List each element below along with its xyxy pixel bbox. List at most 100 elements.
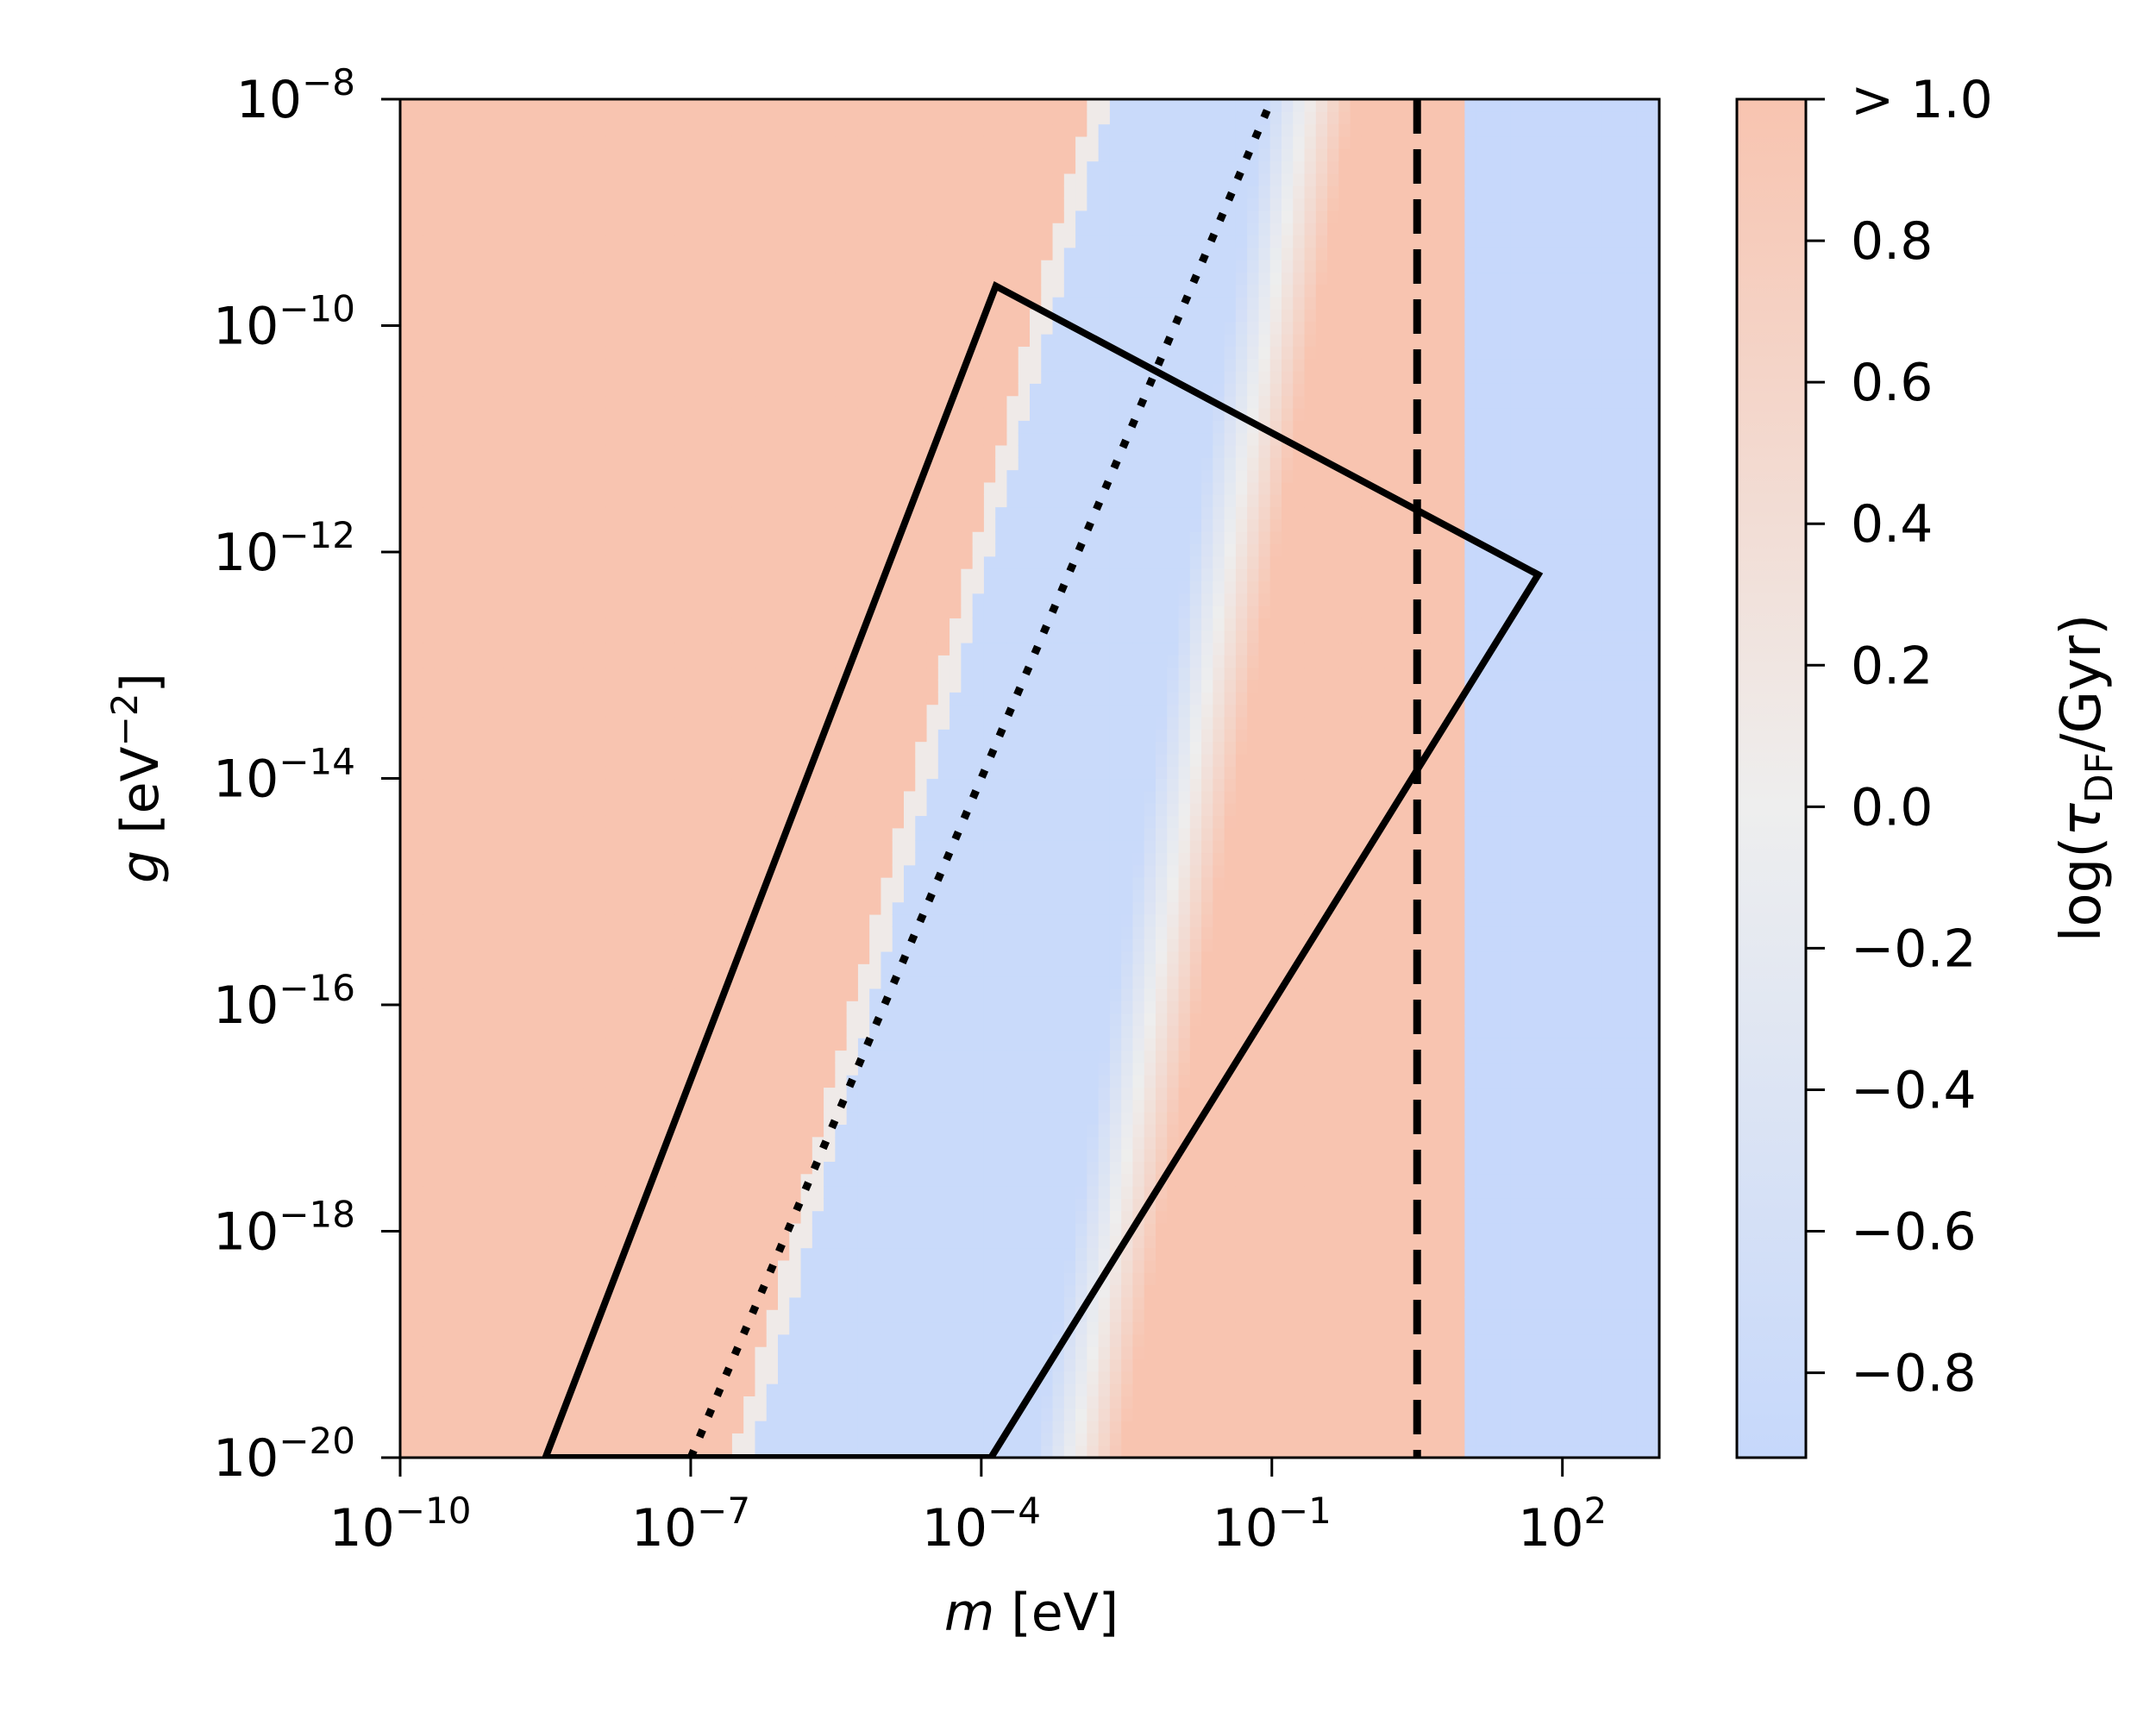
heatmap-cell <box>526 593 538 606</box>
heatmap-cell <box>595 1013 607 1026</box>
heatmap-cell <box>893 779 905 792</box>
heatmap-cell <box>858 235 870 248</box>
heatmap-cell <box>824 396 836 409</box>
heatmap-cell <box>801 445 813 458</box>
heatmap-cell <box>617 914 630 927</box>
heatmap-cell <box>847 680 859 693</box>
heatmap-cell <box>480 1063 492 1076</box>
heatmap-cell <box>801 198 813 211</box>
heatmap-cell <box>561 1211 573 1224</box>
heatmap-cell <box>561 470 573 483</box>
heatmap-cell <box>617 383 630 396</box>
heatmap-cell <box>595 1358 607 1371</box>
heatmap-cell <box>446 1334 458 1347</box>
heatmap-cell <box>881 1297 893 1310</box>
heatmap-cell <box>881 1309 893 1322</box>
heatmap-cell <box>617 680 630 693</box>
heatmap-cell <box>686 643 699 656</box>
heatmap-cell <box>721 655 733 668</box>
heatmap-cell <box>847 1124 859 1137</box>
heatmap-cell <box>469 210 481 223</box>
heatmap-cell <box>675 630 687 643</box>
heatmap-cell <box>526 99 538 112</box>
heatmap-cell <box>801 705 813 718</box>
heatmap-cell <box>789 1408 801 1421</box>
heatmap-cell <box>537 1421 549 1433</box>
heatmap-cell <box>698 198 710 211</box>
heatmap-cell <box>469 1223 481 1236</box>
heatmap-cell <box>617 815 630 828</box>
heatmap-cell <box>893 852 905 865</box>
heatmap-cell <box>561 1013 573 1026</box>
heatmap-cell <box>732 99 744 112</box>
heatmap-cell <box>641 1334 653 1347</box>
heatmap-cell <box>835 803 847 816</box>
heatmap-cell <box>423 1421 436 1433</box>
heatmap-cell <box>617 1051 630 1063</box>
heatmap-cell <box>526 445 538 458</box>
heatmap-cell <box>400 457 412 470</box>
heatmap-cell <box>698 1297 710 1310</box>
heatmap-cell <box>824 902 836 915</box>
heatmap-cell <box>767 1433 779 1446</box>
heatmap-cell <box>572 1000 584 1013</box>
heatmap-cell <box>526 1038 538 1051</box>
heatmap-cell <box>893 1396 905 1408</box>
heatmap-cell <box>583 963 595 976</box>
heatmap-cell <box>686 223 699 235</box>
heatmap-cell <box>435 531 447 544</box>
heatmap-cell <box>480 1371 492 1384</box>
heatmap-cell <box>835 1124 847 1137</box>
heatmap-cell <box>904 1112 916 1125</box>
heatmap-cell <box>698 1248 710 1261</box>
heatmap-cell <box>446 1235 458 1248</box>
heatmap-cell <box>686 322 699 335</box>
heatmap-cell <box>411 161 423 174</box>
heatmap-cell <box>835 1371 847 1384</box>
heatmap-cell <box>617 470 630 483</box>
heatmap-cell <box>686 198 699 211</box>
heatmap-cell <box>881 779 893 792</box>
heatmap-cell <box>641 99 653 112</box>
heatmap-cell <box>480 1421 492 1433</box>
heatmap-cell <box>595 729 607 742</box>
heatmap-cell <box>778 272 790 285</box>
heatmap-cell <box>755 198 767 211</box>
heatmap-cell <box>652 173 664 186</box>
heatmap-cell <box>812 680 824 693</box>
heatmap-cell <box>411 334 423 347</box>
heatmap-cell <box>652 1297 664 1310</box>
heatmap-cell <box>698 111 710 124</box>
heatmap-cell <box>492 630 504 643</box>
heatmap-cell <box>503 371 515 384</box>
heatmap-cell <box>537 1371 549 1384</box>
heatmap-cell <box>652 1285 664 1298</box>
heatmap-cell <box>743 420 755 433</box>
heatmap-cell <box>583 568 595 581</box>
heatmap-cell <box>801 470 813 483</box>
heatmap-cell <box>732 655 744 668</box>
heatmap-cell <box>561 1161 573 1174</box>
heatmap-cell <box>515 680 527 693</box>
heatmap-cell <box>686 828 699 841</box>
heatmap-cell <box>595 223 607 235</box>
heatmap-cell <box>893 988 905 1001</box>
heatmap-cell <box>858 766 870 779</box>
heatmap-cell <box>629 580 641 593</box>
heatmap-cell <box>423 840 436 853</box>
heatmap-cell <box>824 815 836 828</box>
heatmap-cell <box>583 1075 595 1088</box>
heatmap-cell <box>869 519 881 532</box>
heatmap-cell <box>641 705 653 718</box>
heatmap-cell <box>904 1000 916 1013</box>
heatmap-cell <box>801 531 813 544</box>
heatmap-cell <box>732 840 744 853</box>
heatmap-cell <box>675 136 687 149</box>
heatmap-cell <box>686 605 699 618</box>
heatmap-cell <box>537 161 549 174</box>
heatmap-cell <box>663 852 675 865</box>
heatmap-cell <box>549 951 561 964</box>
heatmap-cell <box>446 828 458 841</box>
heatmap-cell <box>526 482 538 495</box>
heatmap-cell <box>549 1322 561 1335</box>
